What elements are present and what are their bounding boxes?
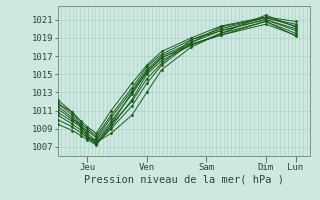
X-axis label: Pression niveau de la mer( hPa ): Pression niveau de la mer( hPa ) — [84, 175, 284, 185]
